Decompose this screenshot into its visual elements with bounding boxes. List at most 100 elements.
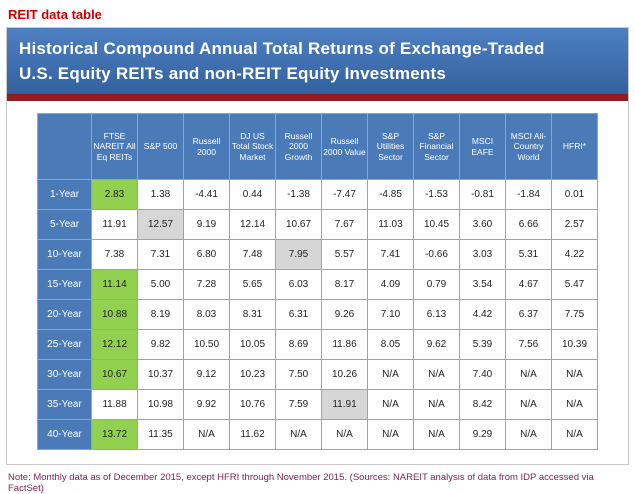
table-row: 25-Year 12.12 9.82 10.50 10.05 8.69 11.86 8.05 9… xyxy=(37,329,598,361)
value-cell: 7.67 xyxy=(321,209,368,241)
value-cell: 9.26 xyxy=(321,299,368,331)
value-cell: 7.40 xyxy=(459,359,506,391)
value-cell: 7.95 xyxy=(275,239,322,271)
value-cell: 13.72 xyxy=(91,419,138,451)
column-header: HFRI* xyxy=(551,113,598,181)
reit-table-panel: Historical Compound Annual Total Returns… xyxy=(6,27,629,466)
value-cell: -4.85 xyxy=(367,179,414,211)
value-cell: -0.81 xyxy=(459,179,506,211)
value-cell: 5.31 xyxy=(505,239,552,271)
value-cell: -1.53 xyxy=(413,179,460,211)
value-cell: N/A xyxy=(367,389,414,421)
row-label: 30-Year xyxy=(37,359,92,391)
returns-table: FTSE NAREIT All Eq REITs S&P 500 Russell 2… xyxy=(37,113,598,451)
value-cell: 8.69 xyxy=(275,329,322,361)
value-cell: 11.91 xyxy=(321,389,368,421)
table-row: 15-Year 11.14 5.00 7.28 5.65 6.03 8.17 4.09 0.79… xyxy=(37,269,598,301)
value-cell: 10.45 xyxy=(413,209,460,241)
row-label: 25-Year xyxy=(37,329,92,361)
row-label: 35-Year xyxy=(37,389,92,421)
row-label: 20-Year xyxy=(37,299,92,331)
value-cell: 3.54 xyxy=(459,269,506,301)
value-cell: 7.50 xyxy=(275,359,322,391)
column-header: Russell 2000 xyxy=(183,113,230,181)
value-cell: N/A xyxy=(551,419,598,451)
value-cell: 9.62 xyxy=(413,329,460,361)
value-cell: 11.62 xyxy=(229,419,276,451)
value-cell: 2.57 xyxy=(551,209,598,241)
value-cell: 6.80 xyxy=(183,239,230,271)
value-cell: 10.88 xyxy=(91,299,138,331)
value-cell: 12.14 xyxy=(229,209,276,241)
value-cell: 1.38 xyxy=(137,179,184,211)
column-header: S&P Utilities Sector xyxy=(367,113,414,181)
row-label: 40-Year xyxy=(37,419,92,451)
value-cell: 10.76 xyxy=(229,389,276,421)
value-cell: 11.35 xyxy=(137,419,184,451)
value-cell: 12.57 xyxy=(137,209,184,241)
value-cell: 9.19 xyxy=(183,209,230,241)
value-cell: N/A xyxy=(505,359,552,391)
column-header: S&P Financial Sector xyxy=(413,113,460,181)
value-cell: N/A xyxy=(413,359,460,391)
value-cell: 8.05 xyxy=(367,329,414,361)
value-cell: N/A xyxy=(505,419,552,451)
value-cell: 3.03 xyxy=(459,239,506,271)
value-cell: 5.47 xyxy=(551,269,598,301)
value-cell: N/A xyxy=(367,419,414,451)
value-cell: 7.41 xyxy=(367,239,414,271)
value-cell: -4.41 xyxy=(183,179,230,211)
value-cell: 10.67 xyxy=(91,359,138,391)
value-cell: 11.86 xyxy=(321,329,368,361)
value-cell: 9.82 xyxy=(137,329,184,361)
value-cell: -0.66 xyxy=(413,239,460,271)
banner-stripe xyxy=(7,94,628,102)
table-row: 30-Year 10.67 10.37 9.12 10.23 7.50 10.26 N/A N/… xyxy=(37,359,598,391)
column-header: Russell 2000 Growth xyxy=(275,113,322,181)
value-cell: 7.75 xyxy=(551,299,598,331)
page-title: REIT data table xyxy=(8,7,102,22)
value-cell: -7.47 xyxy=(321,179,368,211)
value-cell: 10.50 xyxy=(183,329,230,361)
value-cell: 4.42 xyxy=(459,299,506,331)
table-row: 40-Year 13.72 11.35 N/A 11.62 N/A N/A N/A N/A 9.2… xyxy=(37,419,598,451)
value-cell: 11.03 xyxy=(367,209,414,241)
value-cell: 11.88 xyxy=(91,389,138,421)
value-cell: 0.01 xyxy=(551,179,598,211)
column-header: MSCI All-Country World xyxy=(505,113,552,181)
column-header: Russell 2000 Value xyxy=(321,113,368,181)
column-header: FTSE NAREIT All Eq REITs xyxy=(91,113,138,181)
table-row: 10-Year 7.38 7.31 6.80 7.48 7.95 5.57 7.41 -0.66… xyxy=(37,239,598,271)
value-cell: 5.39 xyxy=(459,329,506,361)
value-cell: 10.05 xyxy=(229,329,276,361)
column-header: MSCI EAFE xyxy=(459,113,506,181)
table-row: 1-Year 2.83 1.38 -4.41 0.44 -1.38 -7.47 -4.85 -1… xyxy=(37,179,598,211)
value-cell: 9.29 xyxy=(459,419,506,451)
value-cell: 7.28 xyxy=(183,269,230,301)
value-cell: 6.66 xyxy=(505,209,552,241)
value-cell: N/A xyxy=(367,359,414,391)
row-label: 5-Year xyxy=(37,209,92,241)
value-cell: 8.03 xyxy=(183,299,230,331)
value-cell: 0.44 xyxy=(229,179,276,211)
value-cell: 10.98 xyxy=(137,389,184,421)
value-cell: 10.67 xyxy=(275,209,322,241)
value-cell: 5.57 xyxy=(321,239,368,271)
value-cell: 6.37 xyxy=(505,299,552,331)
value-cell: 0.79 xyxy=(413,269,460,301)
value-cell: -1.84 xyxy=(505,179,552,211)
row-label: 1-Year xyxy=(37,179,92,211)
value-cell: 4.22 xyxy=(551,239,598,271)
value-cell: 11.91 xyxy=(91,209,138,241)
value-cell: 10.37 xyxy=(137,359,184,391)
column-header: S&P 500 xyxy=(137,113,184,181)
value-cell: 5.00 xyxy=(137,269,184,301)
value-cell: 2.83 xyxy=(91,179,138,211)
banner-title-line2: U.S. Equity REITs and non-REIT Equity In… xyxy=(19,63,446,83)
value-cell: 6.31 xyxy=(275,299,322,331)
value-cell: N/A xyxy=(413,419,460,451)
value-cell: 10.39 xyxy=(551,329,598,361)
footnote: Note: Monthly data as of December 2015, … xyxy=(8,472,594,494)
value-cell: N/A xyxy=(183,419,230,451)
